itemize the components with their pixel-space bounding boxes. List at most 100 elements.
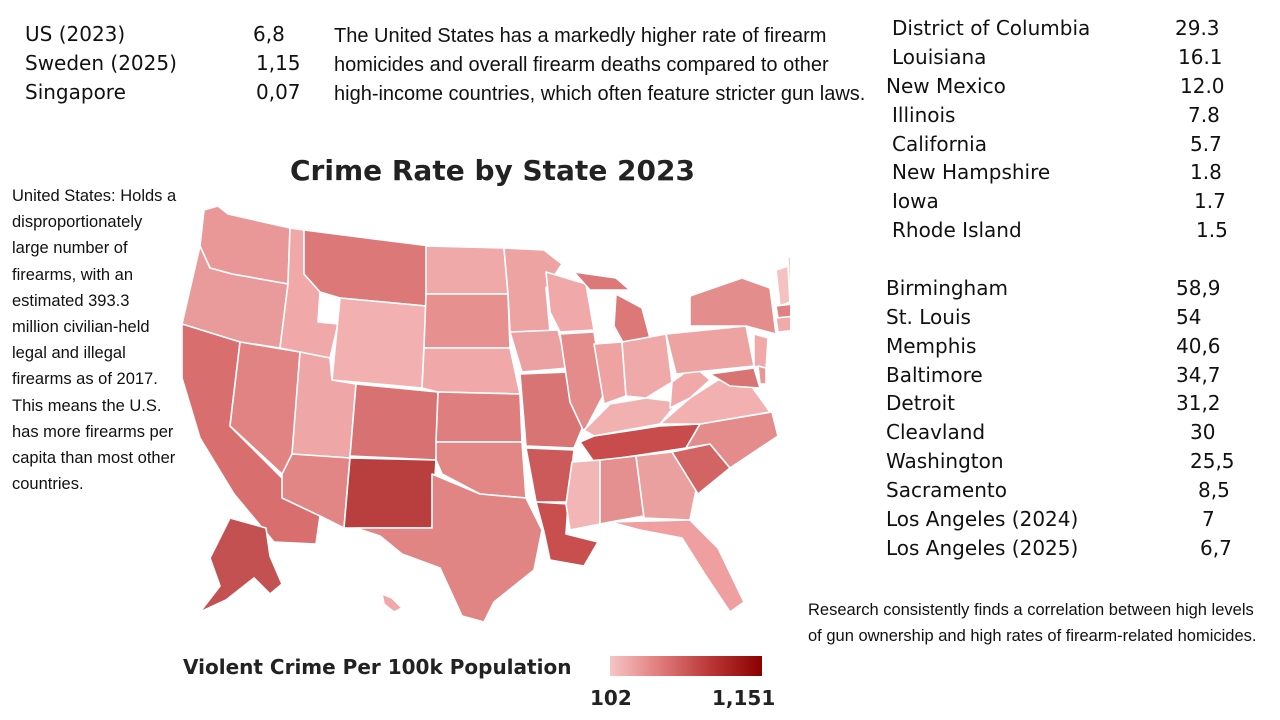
city-row: Birmingham 58,9 — [886, 276, 1246, 305]
state-montana — [303, 229, 431, 307]
legend-max-label: 1,151 — [712, 686, 776, 710]
city-name: Washington — [886, 449, 1004, 473]
city-name: Los Angeles (2024) — [886, 507, 1079, 531]
state-value: 1.5 — [1196, 218, 1228, 242]
country-value: 6,8 — [253, 22, 285, 46]
state-row: Iowa 1.7 — [886, 189, 1246, 218]
state-maryland — [709, 367, 761, 389]
state-ohio — [621, 333, 673, 399]
state-row: Louisiana 16.1 — [886, 45, 1246, 74]
city-value: 7 — [1202, 507, 1215, 531]
state-delaware — [757, 365, 767, 385]
state-value: 29.3 — [1175, 16, 1220, 40]
bottom-paragraph: Research consistently finds a correlatio… — [808, 601, 1257, 645]
state-name: New Mexico — [886, 74, 1006, 98]
top-paragraph: The United States has a markedly higher … — [334, 25, 866, 105]
state-colorado — [349, 383, 439, 461]
city-value: 31,2 — [1176, 391, 1221, 415]
state-value: 12.0 — [1180, 74, 1225, 98]
state-massachusetts — [775, 303, 790, 319]
map-title: Crime Rate by State 2023 — [290, 154, 695, 187]
state-value: 7.8 — [1188, 103, 1220, 127]
city-name: Memphis — [886, 334, 977, 358]
state-wisconsin — [545, 271, 595, 333]
city-name: St. Louis — [886, 305, 971, 329]
city-row: Sacramento 8,5 — [886, 478, 1246, 507]
city-value: 25,5 — [1190, 449, 1235, 473]
country-name: US (2023) — [25, 22, 126, 46]
city-value: 6,7 — [1200, 536, 1232, 560]
city-row: Los Angeles (2025) 6,7 — [886, 536, 1246, 565]
state-florida — [609, 519, 745, 613]
country-name: Sweden (2025) — [25, 51, 177, 75]
us-crime-map — [181, 205, 790, 623]
state-value: 5.7 — [1190, 132, 1222, 156]
country-value: 0,07 — [256, 80, 301, 104]
city-name: Baltimore — [886, 363, 983, 387]
state-name: Illinois — [892, 103, 956, 127]
city-row: Cleavland 30 — [886, 420, 1246, 449]
legend-title: Violent Crime Per 100k Population — [183, 655, 572, 679]
state-row: District of Columbia 29.3 — [886, 16, 1246, 45]
country-row-us: US (2023) 6,8 — [25, 22, 305, 51]
state-name: New Hampshire — [892, 160, 1051, 184]
city-value: 54 — [1176, 305, 1202, 329]
state-kansas — [435, 391, 523, 443]
city-name: Los Angeles (2025) — [886, 536, 1079, 560]
city-row: Memphis 40,6 — [886, 334, 1246, 363]
country-name: Singapore — [25, 80, 126, 104]
state-iowa — [509, 329, 569, 373]
city-value: 30 — [1190, 420, 1216, 444]
state-alabama — [599, 455, 645, 525]
state-georgia — [635, 451, 697, 521]
state-wyoming — [331, 297, 427, 389]
state-new-hampshire — [787, 256, 790, 303]
state-vermont — [775, 265, 790, 307]
state-row: New Mexico 12.0 — [886, 74, 1246, 103]
state-row: Illinois 7.8 — [886, 103, 1246, 132]
city-row: Los Angeles (2024) 7 — [886, 507, 1246, 536]
left-paragraph: United States: Holds a disproportionatel… — [12, 187, 177, 494]
state-name: Iowa — [892, 189, 939, 213]
state-name: Louisiana — [892, 45, 987, 69]
state-pennsylvania — [665, 325, 755, 375]
city-value: 8,5 — [1198, 478, 1230, 502]
state-michigan-up — [573, 271, 631, 291]
country-row-singapore: Singapore 0,07 — [25, 80, 305, 109]
state-mississippi — [565, 459, 601, 531]
city-row: St. Louis 54 — [886, 305, 1246, 334]
state-new-jersey — [753, 333, 769, 371]
legend-min-label: 102 — [590, 686, 632, 710]
country-value: 1,15 — [256, 51, 301, 75]
state-nebraska — [421, 347, 521, 395]
state-value: 1.7 — [1194, 189, 1226, 213]
state-hawaii — [381, 593, 403, 613]
state-new-york — [689, 277, 777, 335]
city-name: Birmingham — [886, 276, 1008, 300]
state-illinois — [559, 331, 605, 433]
state-row: Rhode Island 1.5 — [886, 218, 1246, 247]
city-row: Detroit 31,2 — [886, 391, 1246, 420]
country-row-sweden: Sweden (2025) 1,15 — [25, 51, 305, 80]
state-connecticut — [775, 315, 790, 333]
state-north-dakota — [425, 245, 509, 295]
state-new-mexico — [343, 457, 437, 529]
state-minnesota — [503, 247, 563, 333]
state-texas — [355, 473, 543, 623]
state-name: District of Columbia — [892, 16, 1091, 40]
state-row: New Hampshire 1.8 — [886, 160, 1246, 189]
state-value: 16.1 — [1178, 45, 1223, 69]
city-name: Detroit — [886, 391, 955, 415]
city-row: Baltimore 34,7 — [886, 363, 1246, 392]
city-name: Cleavland — [886, 420, 986, 444]
legend-color-scale — [610, 656, 762, 676]
city-name: Sacramento — [886, 478, 1007, 502]
state-row: California 5.7 — [886, 132, 1246, 161]
city-row: Washington 25,5 — [886, 449, 1246, 478]
state-south-dakota — [423, 293, 511, 349]
state-alaska — [199, 517, 283, 613]
state-value: 1.8 — [1190, 160, 1222, 184]
city-value: 58,9 — [1176, 276, 1221, 300]
city-value: 40,6 — [1176, 334, 1221, 358]
state-name: California — [892, 132, 987, 156]
